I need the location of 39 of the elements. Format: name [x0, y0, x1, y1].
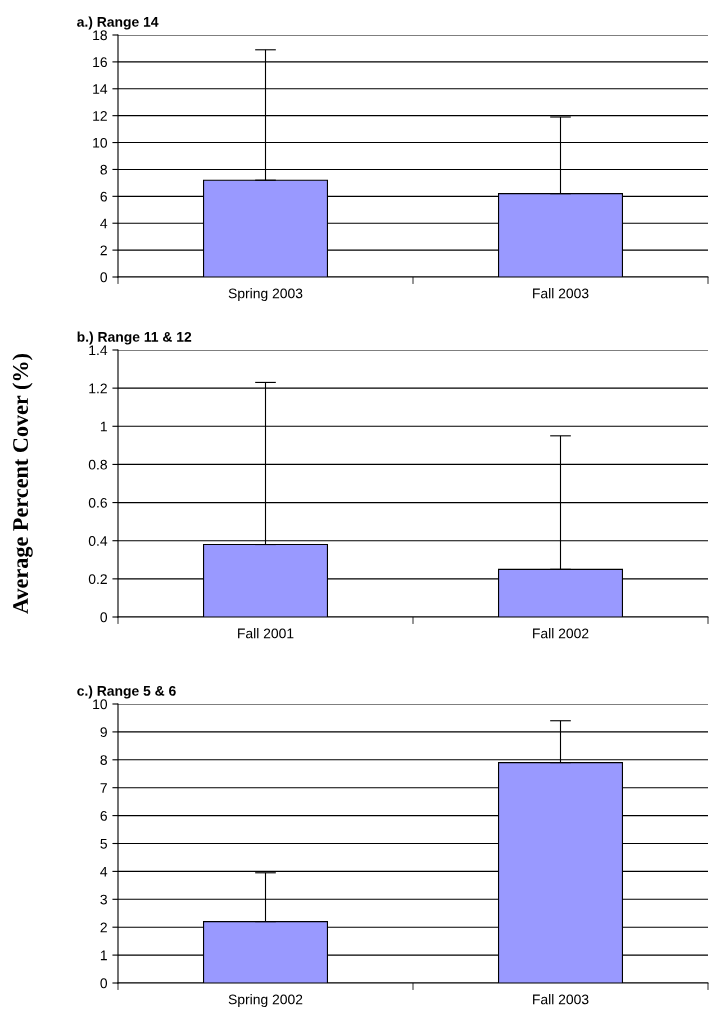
y-tick-label: 6 — [100, 191, 107, 202]
y-tick-label: 2 — [100, 922, 107, 933]
x-tick-label: Spring 2002 — [228, 994, 303, 1008]
y-tick-label: 12 — [93, 111, 107, 121]
y-tick-label: 6 — [100, 810, 107, 821]
y-tick-label: 1.4 — [89, 345, 108, 356]
x-tick-label: Fall 2001 — [238, 628, 294, 639]
y-tick-label: 4 — [100, 866, 108, 877]
x-tick-label: Fall 2003 — [533, 288, 589, 299]
y-tick-label: 14 — [93, 84, 108, 94]
y-tick-label: 0 — [100, 978, 108, 989]
x-tick-label: Fall 2002 — [533, 628, 589, 639]
y-tick-label: 1 — [100, 421, 107, 432]
y-tick-label: 0.4 — [88, 536, 108, 546]
chart-title: b.) Range 11 & 12 — [77, 331, 192, 345]
y-tick-label: 8 — [100, 755, 107, 765]
y-tick-label: 2 — [100, 245, 107, 256]
y-tick-label: 4 — [100, 218, 108, 229]
y-tick-label: 3 — [100, 894, 107, 905]
y-tick-label: 0.6 — [88, 497, 107, 508]
y-tick-label: 0.2 — [88, 574, 107, 585]
y-tick-label: 7 — [100, 783, 107, 793]
y-axis-title: Average Percent Cover (%) — [12, 353, 33, 614]
x-tick-label: Fall 2003 — [533, 994, 589, 1005]
y-tick-label: 10 — [93, 699, 108, 710]
y-tick-label: 9 — [100, 727, 107, 738]
y-tick-label: 1 — [100, 950, 107, 961]
chart-title: a.) Range 14 — [77, 16, 159, 30]
chart-title: c.) Range 5 & 6 — [77, 685, 176, 699]
y-tick-label: 0.8 — [88, 459, 107, 470]
y-tick-label: 1.2 — [89, 383, 107, 394]
y-tick-label: 10 — [93, 137, 108, 148]
y-tick-label: 16 — [93, 57, 107, 68]
y-tick-label: 0 — [100, 612, 108, 623]
y-tick-label: 0 — [100, 272, 108, 283]
y-tick-label: 8 — [100, 164, 107, 175]
y-tick-label: 18 — [93, 30, 107, 41]
x-tick-label: Spring 2003 — [228, 288, 303, 302]
y-tick-label: 5 — [100, 838, 107, 849]
